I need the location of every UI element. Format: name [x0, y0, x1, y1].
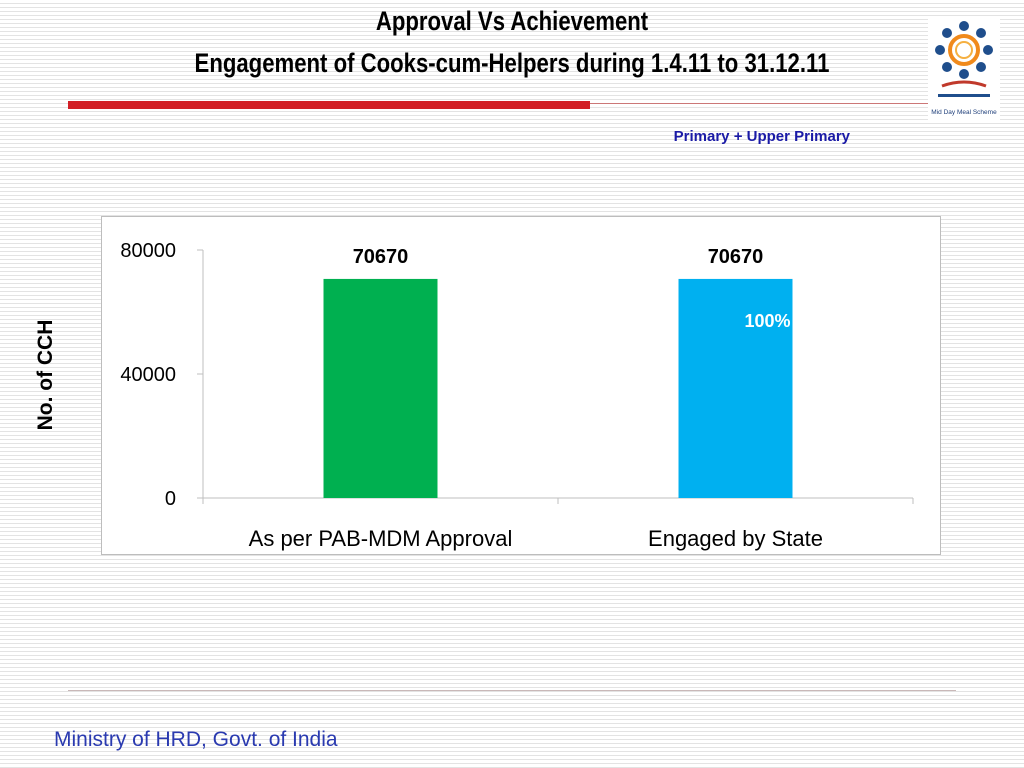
title-underline-red	[68, 101, 590, 109]
logo-label: Mid Day Meal Scheme	[931, 109, 997, 116]
x-tick-label: As per PAB-MDM Approval	[249, 526, 513, 551]
bar-value-label: 70670	[353, 246, 409, 268]
y-tick-label: 40000	[120, 364, 176, 386]
y-tick-label: 80000	[120, 240, 176, 262]
slide-title: Approval Vs Achievement	[375, 6, 649, 36]
bar-value-label: 70670	[708, 246, 764, 268]
percent-annotation: 100%	[744, 311, 790, 331]
footer-text: Ministry of HRD, Govt. of India	[54, 728, 338, 751]
footer-divider	[68, 690, 956, 691]
y-tick-label: 0	[165, 488, 176, 510]
mid-day-meal-logo: Mid Day Meal Scheme	[928, 16, 1000, 120]
title-underline-thin	[590, 103, 956, 104]
chart-scope-label: Primary + Upper Primary	[673, 128, 850, 145]
bar	[678, 278, 793, 498]
logo-ring-icon	[935, 21, 993, 79]
bar	[323, 278, 438, 498]
x-tick-label: Engaged by State	[648, 526, 823, 551]
slide-subtitle-heading: Engagement of Cooks-cum-Helpers during 1…	[194, 48, 830, 78]
